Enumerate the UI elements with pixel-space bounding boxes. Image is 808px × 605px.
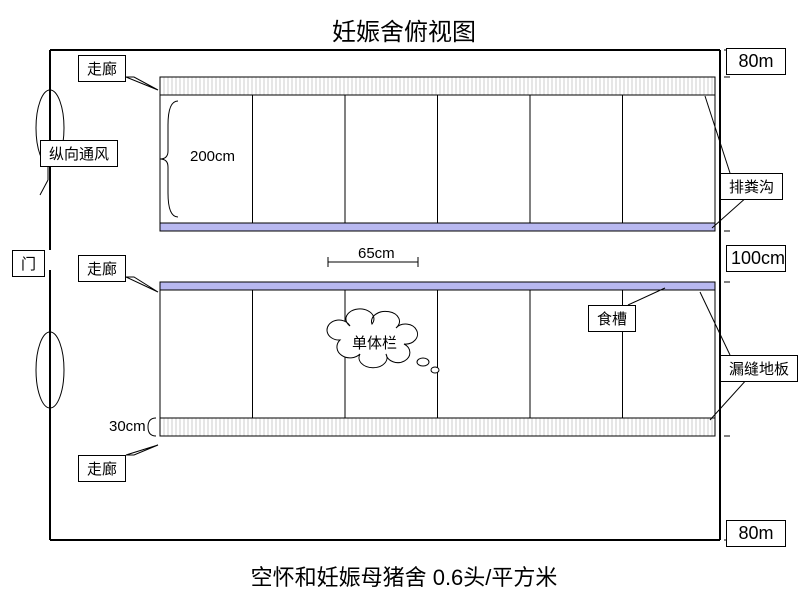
label-single-stall: 单体栏 bbox=[352, 332, 397, 353]
label-vent: 纵向通风 bbox=[40, 140, 118, 167]
label-door: 门 bbox=[12, 250, 45, 277]
diagram-title: 妊娠舍俯视图 bbox=[0, 12, 808, 47]
dim-floor-depth: 30cm bbox=[109, 418, 146, 435]
dim-stall-height: 200cm bbox=[190, 148, 235, 165]
dim-bottom: 80m bbox=[726, 520, 786, 547]
label-trough: 食槽 bbox=[588, 305, 636, 332]
floorplan-svg bbox=[0, 0, 808, 605]
label-slatted-floor: 漏缝地板 bbox=[720, 355, 798, 382]
diagram-subtitle: 空怀和妊娠母猪舍 0.6头/平方米 bbox=[0, 560, 808, 592]
dim-top: 80m bbox=[726, 48, 786, 75]
dim-middle: 100cm bbox=[726, 245, 786, 272]
dim-stall-width: 65cm bbox=[358, 245, 395, 262]
label-corridor-mid: 走廊 bbox=[78, 255, 126, 282]
label-corridor-bot: 走廊 bbox=[78, 455, 126, 482]
label-manure-ditch: 排粪沟 bbox=[720, 173, 783, 200]
label-corridor-top: 走廊 bbox=[78, 55, 126, 82]
